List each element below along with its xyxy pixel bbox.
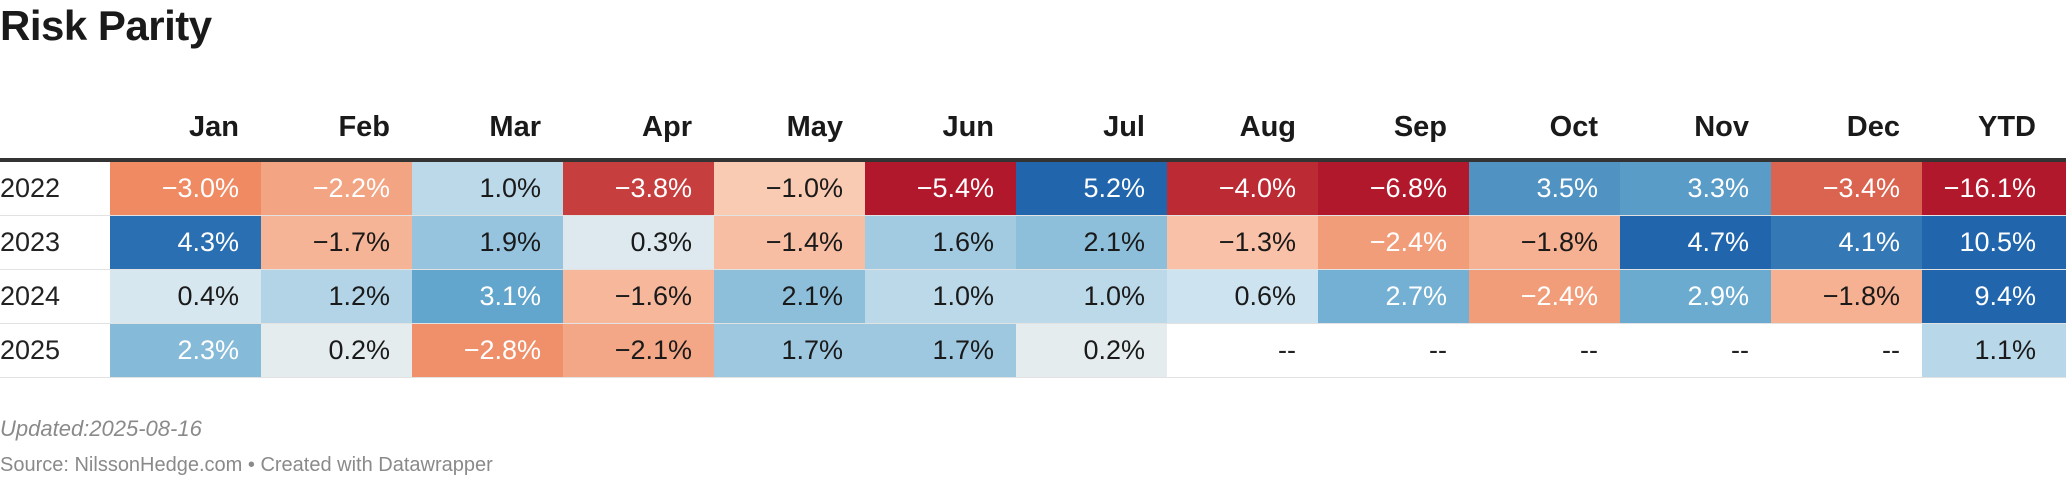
header-row: Jan Feb Mar Apr May Jun Jul Aug Sep Oct Nov Dec YTD (0, 96, 2066, 162)
column-header-jul: Jul (1016, 96, 1167, 162)
column-header-mar: Mar (412, 96, 563, 162)
column-header-nov: Nov (1620, 96, 1771, 162)
heatmap-cell-2024-dec: −1.8% (1771, 269, 1922, 324)
heatmap-cell-2025-aug: -- (1167, 323, 1318, 378)
table-row: 2024 0.4% 1.2% 3.1% −1.6% 2.1% 1.0% 1.0% 0.6% 2.7… (0, 269, 2066, 324)
column-header-aug: Aug (1167, 96, 1318, 162)
heatmap-cell-2023-nov: 4.7% (1620, 215, 1771, 270)
column-header-may: May (714, 96, 865, 162)
heatmap-cell-2022-ytd: −16.1% (1922, 160, 2066, 216)
column-header-sep: Sep (1318, 96, 1469, 162)
heatmap-cell-2023-mar: 1.9% (412, 215, 563, 270)
row-year-label: 2023 (0, 215, 110, 270)
heatmap-cell-2023-jun: 1.6% (865, 215, 1016, 270)
heatmap-cell-2024-ytd: 9.4% (1922, 269, 2066, 324)
heatmap-cell-2025-oct: -- (1469, 323, 1620, 378)
heatmap-cell-2022-apr: −3.8% (563, 160, 714, 216)
column-header-dec: Dec (1771, 96, 1922, 162)
heatmap-cell-2023-dec: 4.1% (1771, 215, 1922, 270)
heatmap-cell-2022-aug: −4.0% (1167, 160, 1318, 216)
table-row: 2023 4.3% −1.7% 1.9% 0.3% −1.4% 1.6% 2.1% −1.3% −… (0, 215, 2066, 270)
heatmap-cell-2023-ytd: 10.5% (1922, 215, 2066, 270)
heatmap-cell-2022-dec: −3.4% (1771, 160, 1922, 216)
chart-title: Risk Parity (0, 2, 212, 49)
heatmap-cell-2023-aug: −1.3% (1167, 215, 1318, 270)
header-year-column (0, 96, 110, 162)
column-header-feb: Feb (261, 96, 412, 162)
heatmap-cell-2022-feb: −2.2% (261, 160, 412, 216)
heatmap-cell-2025-ytd: 1.1% (1922, 323, 2066, 378)
heatmap-cell-2025-dec: -- (1771, 323, 1922, 378)
heatmap-cell-2024-mar: 3.1% (412, 269, 563, 324)
column-header-oct: Oct (1469, 96, 1620, 162)
source-note: Source: NilssonHedge.com • Created with … (0, 454, 493, 476)
heatmap-cell-2024-jun: 1.0% (865, 269, 1016, 324)
heatmap-cell-2025-may: 1.7% (714, 323, 865, 378)
heatmap-cell-2024-feb: 1.2% (261, 269, 412, 324)
heatmap-cell-2023-may: −1.4% (714, 215, 865, 270)
returns-heatmap-table: Jan Feb Mar Apr May Jun Jul Aug Sep Oct Nov Dec YTD … (0, 96, 2066, 378)
row-year-label: 2025 (0, 323, 110, 378)
table-row: 2022 −3.0% −2.2% 1.0% −3.8% −1.0% −5.4% 5.2% −4.… (0, 160, 2066, 216)
heatmap-cell-2023-sep: −2.4% (1318, 215, 1469, 270)
column-header-ytd: YTD (1922, 96, 2066, 162)
column-header-jun: Jun (865, 96, 1016, 162)
heatmap-cell-2022-mar: 1.0% (412, 160, 563, 216)
heatmap-cell-2025-apr: −2.1% (563, 323, 714, 378)
heatmap-cell-2023-feb: −1.7% (261, 215, 412, 270)
heatmap-cell-2022-nov: 3.3% (1620, 160, 1771, 216)
heatmap-cell-2022-jun: −5.4% (865, 160, 1016, 216)
heatmap-cell-2023-jul: 2.1% (1016, 215, 1167, 270)
heatmap-cell-2022-oct: 3.5% (1469, 160, 1620, 216)
row-year-label: 2022 (0, 160, 110, 216)
column-header-jan: Jan (110, 96, 261, 162)
heatmap-cell-2025-jul: 0.2% (1016, 323, 1167, 378)
column-header-apr: Apr (563, 96, 714, 162)
heatmap-cell-2023-apr: 0.3% (563, 215, 714, 270)
heatmap-cell-2025-sep: -- (1318, 323, 1469, 378)
heatmap-cell-2022-jul: 5.2% (1016, 160, 1167, 216)
heatmap-cell-2024-apr: −1.6% (563, 269, 714, 324)
heatmap-cell-2024-oct: −2.4% (1469, 269, 1620, 324)
heatmap-cell-2022-may: −1.0% (714, 160, 865, 216)
heatmap-cell-2025-jan: 2.3% (110, 323, 261, 378)
updated-note: Updated:2025-08-16 (0, 416, 202, 441)
heatmap-cell-2023-oct: −1.8% (1469, 215, 1620, 270)
heatmap-cell-2024-may: 2.1% (714, 269, 865, 324)
heatmap-cell-2025-feb: 0.2% (261, 323, 412, 378)
heatmap-cell-2024-jul: 1.0% (1016, 269, 1167, 324)
heatmap-cell-2025-jun: 1.7% (865, 323, 1016, 378)
heatmap-cell-2025-mar: −2.8% (412, 323, 563, 378)
heatmap-cell-2022-sep: −6.8% (1318, 160, 1469, 216)
heatmap-cell-2023-jan: 4.3% (110, 215, 261, 270)
heatmap-cell-2025-nov: -- (1620, 323, 1771, 378)
heatmap-cell-2024-sep: 2.7% (1318, 269, 1469, 324)
heatmap-cell-2024-aug: 0.6% (1167, 269, 1318, 324)
heatmap-cell-2022-jan: −3.0% (110, 160, 261, 216)
table-row: 2025 2.3% 0.2% −2.8% −2.1% 1.7% 1.7% 0.2% -- -- --… (0, 323, 2066, 378)
heatmap-cell-2024-nov: 2.9% (1620, 269, 1771, 324)
row-year-label: 2024 (0, 269, 110, 324)
heatmap-cell-2024-jan: 0.4% (110, 269, 261, 324)
